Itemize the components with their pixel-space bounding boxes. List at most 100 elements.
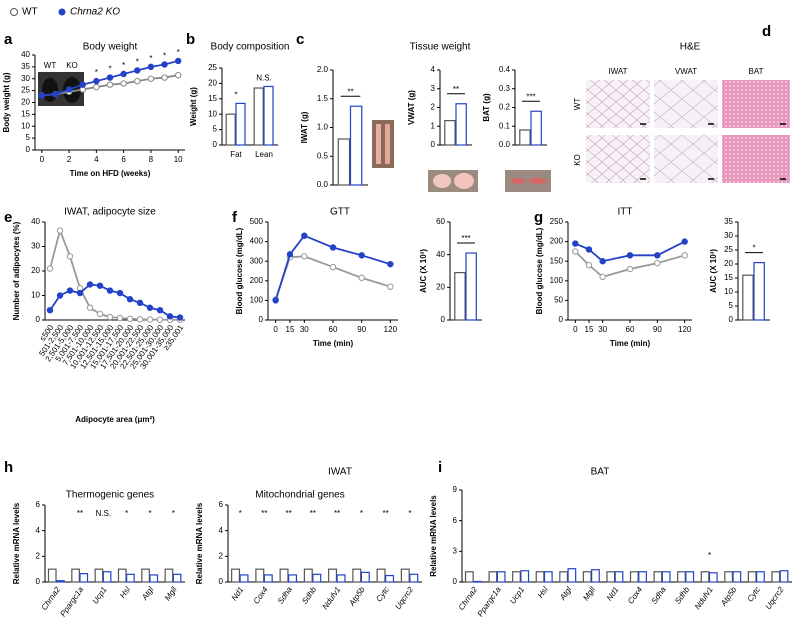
bar bbox=[409, 573, 419, 583]
y-tick-label: 20 bbox=[436, 282, 445, 291]
bar bbox=[614, 571, 624, 583]
bar bbox=[582, 571, 592, 583]
significance: ** bbox=[310, 509, 316, 518]
x-tick-label: Cytc bbox=[374, 585, 391, 603]
point bbox=[65, 86, 73, 93]
x-axis-label: Adipocyte area (μm²) bbox=[75, 415, 155, 424]
x-tick-label: 0 bbox=[40, 155, 45, 164]
series-line bbox=[49, 227, 180, 321]
y-tick-label: 10 bbox=[208, 109, 217, 118]
y-tick-label: 300 bbox=[250, 256, 264, 265]
point bbox=[126, 295, 134, 303]
x-tick-label: Ucp1 bbox=[508, 585, 526, 605]
significance: * bbox=[708, 551, 711, 560]
y-tick-label: 3 bbox=[431, 84, 436, 93]
y-tick-label: 0.3 bbox=[499, 84, 511, 93]
y-tick-label: 0 bbox=[559, 315, 564, 324]
bar bbox=[172, 573, 182, 583]
series-line bbox=[274, 255, 391, 300]
y-axis-label: AUC (X 10³) bbox=[419, 249, 428, 293]
y-axis-label: Relative mRNA levels bbox=[429, 495, 438, 577]
y-tick-label: 0 bbox=[36, 315, 41, 324]
legend-label: Chrna2 KO bbox=[70, 7, 120, 18]
x-tick-label: Ucp1 bbox=[91, 585, 109, 605]
point bbox=[120, 70, 127, 78]
significance: * bbox=[149, 54, 152, 63]
point bbox=[106, 74, 114, 81]
significance: * bbox=[148, 509, 151, 518]
bar bbox=[352, 568, 362, 583]
panel-letter: f bbox=[232, 209, 238, 226]
point bbox=[599, 273, 606, 281]
x-tick-label: 4 bbox=[94, 155, 99, 164]
histology-image bbox=[722, 135, 790, 183]
x-tick-label: Atgl bbox=[140, 585, 156, 602]
point bbox=[387, 283, 394, 290]
y-tick-label: 25 bbox=[724, 245, 733, 254]
y-axis-label: Blood glucose (mg/dL) bbox=[235, 227, 244, 314]
bar bbox=[263, 574, 273, 583]
x-tick-label: 120 bbox=[678, 325, 692, 334]
significance: ** bbox=[453, 85, 459, 94]
significance: *** bbox=[461, 234, 470, 243]
y-axis-label: Relative mRNA levels bbox=[195, 502, 204, 584]
significance: * bbox=[108, 65, 111, 74]
chart-title: Mitochondrial genes bbox=[255, 490, 345, 501]
significance: * bbox=[408, 509, 411, 518]
x-tick-label: Sdha bbox=[650, 585, 668, 606]
legend-marker bbox=[58, 8, 66, 16]
bar bbox=[56, 580, 65, 583]
x-tick-label: Hsl bbox=[536, 585, 550, 600]
point bbox=[96, 282, 104, 289]
bar bbox=[473, 580, 482, 583]
y-tick-label: 2 bbox=[219, 551, 224, 560]
y-tick-label: 200 bbox=[250, 276, 264, 285]
significance: * bbox=[360, 509, 363, 518]
histology-image bbox=[722, 80, 790, 128]
y-tick-label: 100 bbox=[250, 296, 264, 305]
y-tick-label: 0.5 bbox=[317, 151, 329, 160]
histology-image bbox=[654, 80, 718, 128]
point bbox=[176, 314, 184, 321]
x-tick-label: Mgll bbox=[581, 585, 597, 602]
bar bbox=[677, 571, 686, 583]
point bbox=[66, 253, 74, 260]
y-tick-label: 15 bbox=[724, 273, 733, 282]
point bbox=[134, 77, 141, 85]
point bbox=[358, 252, 365, 259]
point bbox=[46, 307, 54, 314]
y-tick-label: 4 bbox=[36, 526, 41, 535]
y-tick-label: 250 bbox=[550, 217, 564, 226]
mouse bbox=[42, 78, 58, 102]
significance: * bbox=[95, 68, 98, 77]
y-tick-label: 6 bbox=[453, 516, 458, 525]
point bbox=[146, 316, 154, 323]
x-tick-label: Atp5b bbox=[719, 585, 739, 609]
point bbox=[52, 90, 59, 98]
bar bbox=[653, 571, 663, 583]
panel-letter: d bbox=[762, 23, 771, 40]
point bbox=[301, 253, 308, 260]
y-tick-label: 0 bbox=[36, 577, 41, 586]
row-label: WT bbox=[573, 98, 582, 111]
bar bbox=[496, 571, 506, 583]
y-tick-label: 400 bbox=[250, 237, 264, 246]
point bbox=[106, 313, 114, 321]
point bbox=[626, 252, 634, 259]
bar bbox=[638, 571, 647, 583]
histology-image bbox=[586, 80, 650, 128]
y-tick-label: 25 bbox=[21, 86, 30, 95]
point bbox=[106, 287, 114, 294]
histology-image bbox=[586, 135, 650, 183]
y-tick-label: 0 bbox=[431, 140, 436, 149]
tissue-photo bbox=[433, 174, 451, 188]
bar bbox=[360, 571, 370, 583]
bar bbox=[255, 568, 265, 583]
panel-letter: i bbox=[438, 459, 442, 476]
y-tick-label: 500 bbox=[250, 217, 264, 226]
tissue-photo bbox=[454, 173, 474, 189]
chart-title: ITT bbox=[618, 207, 633, 218]
y-tick-label: 0 bbox=[259, 315, 264, 324]
chart-title: Body weight bbox=[83, 42, 138, 53]
bar bbox=[102, 571, 112, 583]
